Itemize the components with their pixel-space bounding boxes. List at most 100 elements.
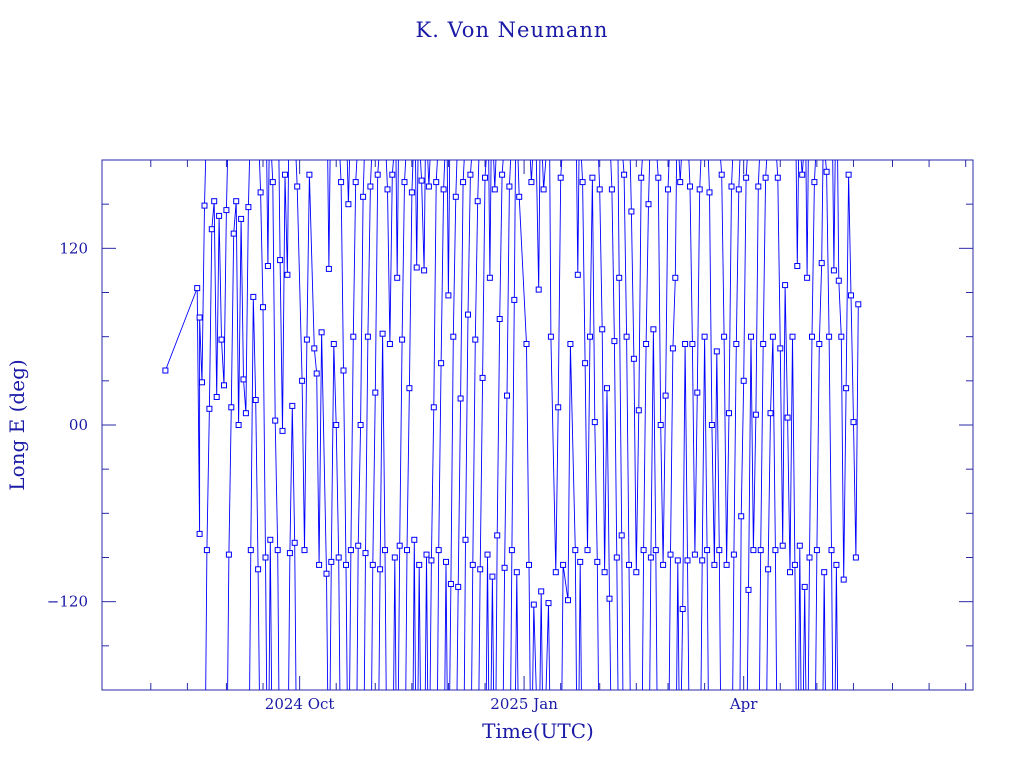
data-point [277,257,284,264]
data-point [465,311,471,318]
data-point [572,547,579,554]
data-point [411,536,418,543]
data-point [555,404,562,411]
data-point [826,333,833,340]
data-point [694,389,701,396]
data-point [833,561,840,568]
plot-area [162,160,862,690]
data-point [496,316,503,322]
data-point [506,183,513,190]
data-point [386,341,393,347]
data-point [789,333,796,340]
data-point [306,171,313,178]
data-point [708,422,715,428]
data-point [745,586,752,593]
data-point [677,179,684,186]
x-axis-label: Time(UTC) [482,719,594,743]
data-point [440,186,447,193]
data-point [267,536,274,543]
data-point [352,179,359,186]
data-point [211,198,218,205]
data-point [848,292,854,299]
data-point [338,179,345,186]
data-point [647,554,654,561]
data-point [262,554,269,561]
data-point [630,355,637,362]
data-point [823,168,830,175]
data-point [323,570,330,577]
data-point [486,274,493,281]
chart-title: K. Von Neumann [416,18,609,42]
data-point [489,573,496,580]
data-point [294,183,301,190]
data-point [682,341,689,347]
data-point [721,333,728,340]
data-point [269,179,276,186]
data-point [423,551,430,558]
data-point [450,333,457,340]
data-point [728,183,735,190]
data-point [299,377,306,384]
data-point [272,417,279,424]
data-point [528,179,535,186]
data-point [257,189,264,196]
data-point [809,333,815,340]
data-point [508,547,515,554]
data-point [462,536,469,543]
data-point [843,385,850,392]
data-point [704,547,711,554]
data-point [360,193,367,200]
data-point [623,333,630,340]
data-point [540,186,547,193]
data-point [284,271,291,278]
data-point [274,547,281,554]
data-point [594,558,601,565]
data-point [767,410,774,417]
data-point [743,174,750,181]
y-axis-ticks: −120 00 120 [47,203,973,647]
data-point [425,183,432,190]
data-point [560,561,567,568]
data-point [726,410,732,417]
data-point [396,542,403,549]
data-point [389,171,396,178]
data-point [333,422,340,428]
data-point [667,551,674,558]
data-point [611,338,618,345]
data-point [852,554,859,561]
data-point [340,367,347,374]
data-point [599,326,606,333]
data-point [718,171,725,178]
data-point [474,198,481,205]
data-point [801,583,808,590]
data-point [350,333,357,340]
data-point [645,201,652,208]
data-point [289,402,296,409]
data-point [577,558,584,565]
data-point [213,394,220,400]
data-point [684,557,691,564]
data-point [535,286,542,293]
data-point [750,547,757,554]
data-point [467,171,474,178]
data-point [303,336,310,343]
data-point [760,341,767,347]
data-point [711,561,718,568]
data-point [250,293,257,300]
data-point [769,333,776,340]
data-point [755,183,762,190]
data-point [394,274,401,281]
data-point [840,576,847,583]
x-tick-label: Apr [729,695,758,713]
data-point [162,367,169,374]
data-point [230,230,237,237]
data-point [355,542,362,549]
data-point [252,397,259,403]
data-point [457,395,464,402]
data-point [391,554,398,561]
data-point [691,551,698,558]
data-point [255,566,262,573]
data-point [421,267,428,274]
y-axis-label: Long E (deg) [5,359,29,490]
data-point [225,551,232,558]
